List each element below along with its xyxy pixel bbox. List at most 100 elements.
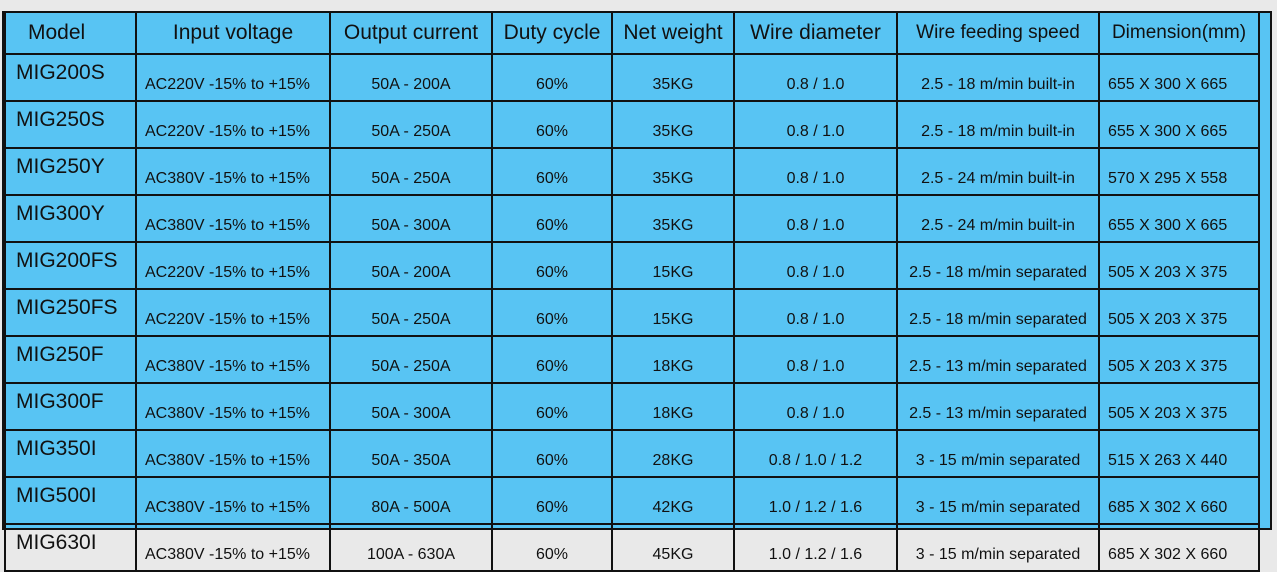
cell-net-weight: 35KG: [611, 147, 735, 196]
cell-output-current: 50A - 200A: [329, 241, 493, 290]
cell-duty-cycle: 60%: [491, 335, 613, 384]
cell-duty-cycle: 60%: [491, 429, 613, 478]
cell-model: MIG630I: [4, 523, 137, 572]
cell-wire-diameter: 0.8 / 1.0: [733, 288, 898, 337]
header-output-current: Output current: [329, 11, 493, 55]
cell-input-voltage: AC380V -15% to +15%: [135, 147, 331, 196]
cell-dimension: 570 X 295 X 558: [1098, 147, 1260, 196]
cell-model: MIG250FS: [4, 288, 137, 337]
cell-wire-feeding-speed: 3 - 15 m/min separated: [896, 476, 1100, 525]
cell-net-weight: 42KG: [611, 476, 735, 525]
table-row: MIG200S AC220V -15% to +15% 50A - 200A 6…: [4, 53, 1260, 102]
table-row: MIG500I AC380V -15% to +15% 80A - 500A 6…: [4, 476, 1260, 525]
cell-output-current: 50A - 300A: [329, 194, 493, 243]
cell-wire-feeding-speed: 2.5 - 18 m/min separated: [896, 241, 1100, 290]
cell-model: MIG350I: [4, 429, 137, 478]
cell-dimension: 685 X 302 X 660: [1098, 476, 1260, 525]
cell-wire-diameter: 1.0 / 1.2 / 1.6: [733, 476, 898, 525]
cell-model: MIG300F: [4, 382, 137, 431]
table-body: MIG200S AC220V -15% to +15% 50A - 200A 6…: [4, 53, 1260, 572]
table-row: MIG250FS AC220V -15% to +15% 50A - 250A …: [4, 288, 1260, 337]
header-row: Model Input voltage Output current Duty …: [4, 11, 1260, 55]
cell-dimension: 655 X 300 X 665: [1098, 194, 1260, 243]
cell-dimension: 505 X 203 X 375: [1098, 288, 1260, 337]
cell-wire-feeding-speed: 2.5 - 18 m/min built-in: [896, 53, 1100, 102]
cell-model: MIG250Y: [4, 147, 137, 196]
cell-output-current: 50A - 250A: [329, 147, 493, 196]
cell-net-weight: 28KG: [611, 429, 735, 478]
cell-dimension: 655 X 300 X 665: [1098, 100, 1260, 149]
cell-output-current: 100A - 630A: [329, 523, 493, 572]
cell-wire-diameter: 0.8 / 1.0: [733, 53, 898, 102]
cell-model: MIG250F: [4, 335, 137, 384]
cell-wire-diameter: 0.8 / 1.0: [733, 194, 898, 243]
cell-input-voltage: AC220V -15% to +15%: [135, 241, 331, 290]
cell-output-current: 50A - 250A: [329, 288, 493, 337]
cell-net-weight: 35KG: [611, 53, 735, 102]
cell-wire-feeding-speed: 3 - 15 m/min separated: [896, 523, 1100, 572]
cell-net-weight: 18KG: [611, 335, 735, 384]
cell-duty-cycle: 60%: [491, 523, 613, 572]
cell-dimension: 655 X 300 X 665: [1098, 53, 1260, 102]
cell-duty-cycle: 60%: [491, 288, 613, 337]
cell-model: MIG300Y: [4, 194, 137, 243]
cell-wire-diameter: 0.8 / 1.0: [733, 100, 898, 149]
cell-wire-diameter: 0.8 / 1.0: [733, 335, 898, 384]
cell-duty-cycle: 60%: [491, 147, 613, 196]
cell-output-current: 50A - 250A: [329, 100, 493, 149]
cell-wire-diameter: 0.8 / 1.0 / 1.2: [733, 429, 898, 478]
table-row: MIG630I AC380V -15% to +15% 100A - 630A …: [4, 523, 1260, 572]
cell-net-weight: 18KG: [611, 382, 735, 431]
cell-duty-cycle: 60%: [491, 100, 613, 149]
cell-wire-feeding-speed: 2.5 - 13 m/min separated: [896, 335, 1100, 384]
header-input-voltage: Input voltage: [135, 11, 331, 55]
cell-wire-feeding-speed: 3 - 15 m/min separated: [896, 429, 1100, 478]
cell-output-current: 50A - 350A: [329, 429, 493, 478]
cell-wire-diameter: 1.0 / 1.2 / 1.6: [733, 523, 898, 572]
cell-input-voltage: AC380V -15% to +15%: [135, 476, 331, 525]
cell-input-voltage: AC380V -15% to +15%: [135, 382, 331, 431]
header-wire-diameter: Wire diameter: [733, 11, 898, 55]
cell-duty-cycle: 60%: [491, 241, 613, 290]
cell-wire-feeding-speed: 2.5 - 13 m/min separated: [896, 382, 1100, 431]
cell-model: MIG200FS: [4, 241, 137, 290]
cell-input-voltage: AC380V -15% to +15%: [135, 335, 331, 384]
cell-net-weight: 15KG: [611, 288, 735, 337]
header-net-weight: Net weight: [611, 11, 735, 55]
cell-wire-feeding-speed: 2.5 - 24 m/min built-in: [896, 194, 1100, 243]
table-row: MIG350I AC380V -15% to +15% 50A - 350A 6…: [4, 429, 1260, 478]
cell-output-current: 50A - 300A: [329, 382, 493, 431]
cell-wire-diameter: 0.8 / 1.0: [733, 241, 898, 290]
cell-net-weight: 15KG: [611, 241, 735, 290]
header-model: Model: [4, 11, 137, 55]
cell-input-voltage: AC220V -15% to +15%: [135, 288, 331, 337]
cell-input-voltage: AC380V -15% to +15%: [135, 194, 331, 243]
cell-net-weight: 35KG: [611, 194, 735, 243]
cell-wire-feeding-speed: 2.5 - 18 m/min built-in: [896, 100, 1100, 149]
cell-output-current: 50A - 200A: [329, 53, 493, 102]
cell-output-current: 80A - 500A: [329, 476, 493, 525]
table-header: Model Input voltage Output current Duty …: [4, 11, 1260, 55]
cell-duty-cycle: 60%: [491, 194, 613, 243]
header-dimension: Dimension(mm): [1098, 11, 1260, 55]
table-row: MIG300F AC380V -15% to +15% 50A - 300A 6…: [4, 382, 1260, 431]
cell-net-weight: 45KG: [611, 523, 735, 572]
cell-net-weight: 35KG: [611, 100, 735, 149]
table-row: MIG250F AC380V -15% to +15% 50A - 250A 6…: [4, 335, 1260, 384]
cell-dimension: 505 X 203 X 375: [1098, 382, 1260, 431]
cell-wire-diameter: 0.8 / 1.0: [733, 147, 898, 196]
table-row: MIG200FS AC220V -15% to +15% 50A - 200A …: [4, 241, 1260, 290]
header-wire-feeding-speed: Wire feeding speed: [896, 11, 1100, 55]
table-row: MIG300Y AC380V -15% to +15% 50A - 300A 6…: [4, 194, 1260, 243]
cell-output-current: 50A - 250A: [329, 335, 493, 384]
cell-wire-feeding-speed: 2.5 - 18 m/min separated: [896, 288, 1100, 337]
cell-wire-feeding-speed: 2.5 - 24 m/min built-in: [896, 147, 1100, 196]
cell-dimension: 505 X 203 X 375: [1098, 335, 1260, 384]
cell-dimension: 685 X 302 X 660: [1098, 523, 1260, 572]
cell-wire-diameter: 0.8 / 1.0: [733, 382, 898, 431]
header-duty-cycle: Duty cycle: [491, 11, 613, 55]
cell-model: MIG200S: [4, 53, 137, 102]
cell-duty-cycle: 60%: [491, 53, 613, 102]
table-row: MIG250S AC220V -15% to +15% 50A - 250A 6…: [4, 100, 1260, 149]
cell-duty-cycle: 60%: [491, 476, 613, 525]
